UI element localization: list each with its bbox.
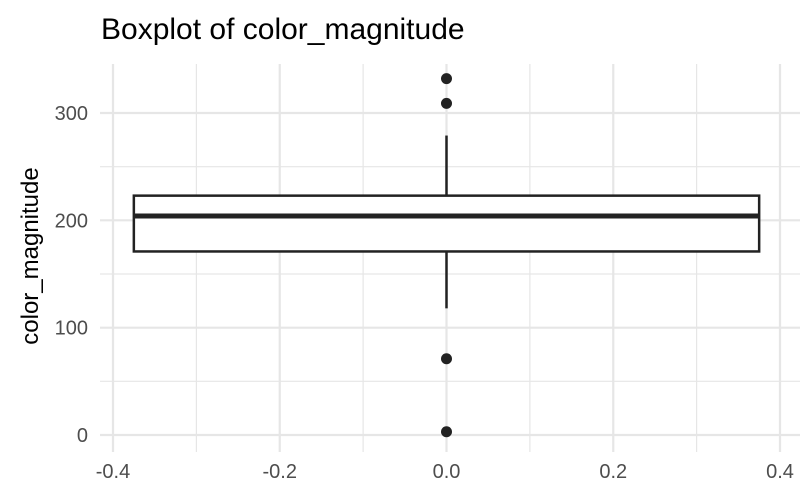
x-tick-labels: -0.4 -0.2 0.0 0.2 0.4 [96, 461, 794, 483]
y-tick-label: 0 [77, 425, 88, 447]
outlier-point [441, 426, 452, 438]
y-tick-labels: 0 100 200 300 [55, 103, 88, 447]
box-iqr [132, 194, 761, 253]
box-group [132, 135, 761, 309]
outlier-point [441, 353, 452, 365]
chart-title: Boxplot of color_magnitude [101, 13, 465, 46]
outlier-points [441, 73, 452, 438]
x-tick-label: -0.2 [263, 461, 297, 483]
x-tick-label: 0.0 [433, 461, 461, 483]
grid-lines [100, 64, 800, 452]
x-tick-label: 0.4 [766, 461, 794, 483]
x-tick-label: -0.4 [96, 461, 130, 483]
outlier-point [441, 97, 452, 109]
outlier-point [441, 73, 452, 85]
y-tick-label: 300 [55, 103, 88, 125]
x-tick-label: 0.2 [599, 461, 627, 483]
y-tick-label: 100 [55, 318, 88, 340]
y-axis-label: color_magnitude [17, 167, 44, 344]
y-tick-label: 200 [55, 210, 88, 232]
